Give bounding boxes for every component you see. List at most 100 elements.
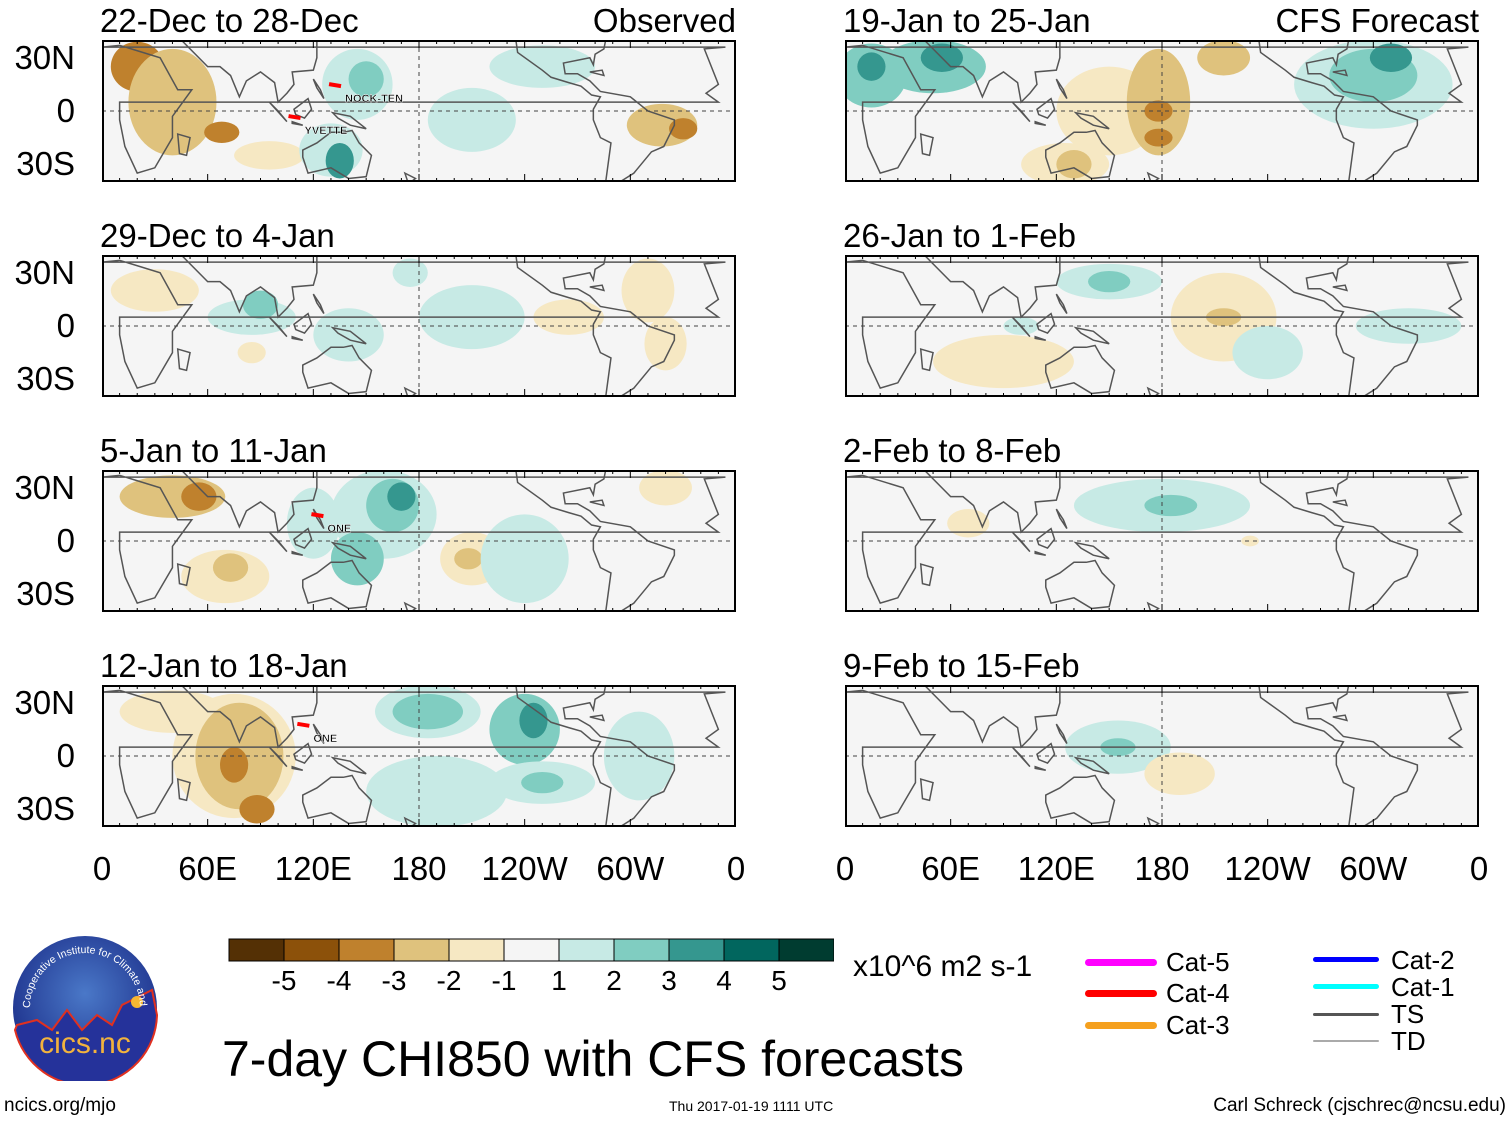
coastline [1045, 559, 1116, 610]
colorbar-units: x10^6 m2 s-1 [853, 950, 1033, 983]
coastline [176, 348, 191, 372]
anomaly-contour [454, 548, 483, 570]
colorbar-swatch [778, 938, 834, 962]
coastline [291, 335, 304, 341]
colorbar-swatch [393, 938, 450, 962]
storm-track [297, 721, 310, 728]
anomaly-contour [1241, 535, 1259, 547]
lon-tick-label: 180 [1134, 850, 1190, 887]
colorbar [228, 938, 834, 962]
lat-tick-label: 30S [16, 575, 75, 612]
colorbar-swatch [283, 938, 340, 962]
anomaly-contour [212, 553, 249, 582]
coastline [515, 40, 676, 182]
map-panel: NOCK-TEN YVETTE [102, 40, 736, 182]
lon-tick-label: 180 [391, 850, 447, 887]
anomaly-contour [644, 317, 687, 371]
anomaly-contour [519, 702, 548, 739]
coastline [1055, 293, 1068, 314]
map-panel [845, 40, 1479, 182]
lon-tick-label: 60E [178, 850, 238, 887]
footer-url[interactable]: ncics.org/mjo [4, 1095, 116, 1116]
coastline [268, 531, 288, 553]
colorbar-swatch [503, 938, 560, 962]
coastline [176, 563, 191, 587]
lon-tick-label: 120W [1224, 850, 1311, 887]
coastline [102, 44, 726, 175]
lon-tick-label: 120E [274, 850, 352, 887]
legend-line [1085, 990, 1157, 997]
lon-tick-label: 120W [481, 850, 568, 887]
panel-title: 19-Jan to 25-Jan [843, 2, 1091, 39]
anomaly-contour [947, 509, 990, 538]
legend-line [1313, 957, 1379, 962]
coastline [1073, 541, 1110, 560]
colorbar-label: 2 [606, 965, 622, 996]
cics-logo: Cooperative Institute for Climate and Sa… [12, 935, 158, 1081]
lon-tick-label: 0 [835, 850, 855, 887]
anomaly-contour [933, 334, 1074, 389]
lat-tick-label: 30S [16, 360, 75, 397]
coastline [845, 259, 1469, 390]
coastline [1258, 470, 1419, 612]
legend-label: Cat-2 [1391, 945, 1455, 975]
lat-tick-label: 0 [56, 737, 75, 774]
coastline [330, 756, 367, 775]
coastline [1011, 101, 1031, 123]
coastline [268, 101, 288, 123]
coastline [291, 120, 304, 126]
panel-title: 26-Jan to 1-Feb [843, 217, 1076, 254]
anomaly-contour [110, 269, 199, 312]
coastline [302, 344, 373, 395]
coastline [1045, 774, 1116, 825]
lat-tick-label: 30N [14, 684, 75, 721]
coastline [1034, 765, 1047, 771]
coastline [302, 559, 373, 610]
coastline [1034, 335, 1047, 341]
anomaly-contour [1144, 128, 1173, 147]
legend-label: Cat-1 [1391, 972, 1455, 1002]
anomaly-contour [669, 118, 698, 140]
anomaly-contour [1144, 752, 1215, 796]
lon-tick-label: 0 [92, 850, 112, 887]
lon-tick-label: 0 [726, 850, 746, 887]
coastline [102, 259, 726, 390]
storm-track [311, 512, 324, 519]
lon-tick-label: 60E [921, 850, 981, 887]
coastline [897, 685, 1061, 749]
colorbar-swatch [558, 938, 615, 962]
anomaly-contour [1197, 40, 1251, 76]
anomaly-contour [489, 45, 596, 88]
lon-tick-label: 60W [596, 850, 665, 887]
coastline [293, 312, 313, 335]
legend-label: TS [1391, 999, 1425, 1029]
coastline [897, 470, 1061, 534]
map-panel: ONE [102, 470, 736, 612]
coastline [312, 723, 325, 744]
coastline [845, 474, 1469, 605]
anomaly-contour [242, 290, 279, 319]
colorbar-label: -3 [381, 965, 407, 996]
anomaly-contour [387, 482, 416, 511]
coastline [1332, 284, 1349, 292]
coastline [302, 774, 373, 825]
coastline [897, 255, 1061, 319]
coastline [1258, 255, 1419, 397]
coastline [1073, 326, 1110, 345]
panel-title: 22-Dec to 28-Dec [100, 2, 359, 39]
coastline [589, 714, 606, 722]
panel-title: 9-Feb to 15-Feb [843, 647, 1080, 684]
anomaly-contour [366, 756, 508, 827]
anomaly-contour [1232, 326, 1303, 380]
coastline [293, 742, 313, 765]
map-panel [102, 255, 736, 397]
coastline [1258, 40, 1419, 182]
anomaly-contour [1056, 150, 1092, 179]
legend-line [1313, 984, 1379, 989]
anomaly-contour [234, 141, 305, 170]
colorbar-label: -1 [491, 965, 517, 996]
lat-tick-label: 0 [56, 522, 75, 559]
colorbar-label: 4 [716, 965, 732, 996]
coastline [154, 40, 318, 104]
colorbar-swatch [723, 938, 780, 962]
